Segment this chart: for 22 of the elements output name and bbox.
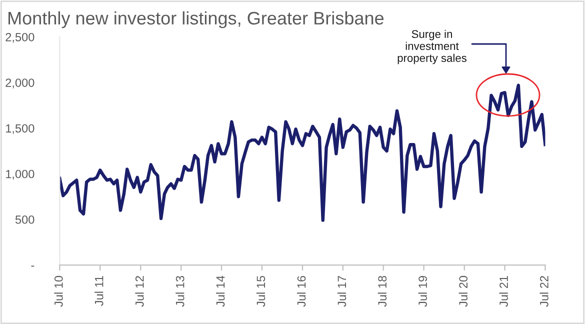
x-tick-label: Jul 14: [216, 276, 225, 307]
y-tick-label: 2,500: [6, 32, 34, 43]
line-series: [60, 84, 546, 222]
x-tick-label: Jul 15: [256, 276, 266, 307]
x-tick-label: Jul 17: [337, 276, 346, 307]
x-tick-label: Jul 18: [378, 276, 387, 307]
y-tick-label: 2,000: [6, 78, 34, 88]
x-tick-label: Jul 21: [499, 276, 508, 307]
x-tick-label: Jul 16: [297, 276, 306, 307]
y-tick-label: -: [31, 266, 34, 267]
x-tick-label: Jul 10: [54, 276, 63, 307]
x-tick-label: Jul 12: [135, 276, 144, 307]
y-tick-label: 500: [15, 215, 34, 224]
annotation: Surge in investment property sales: [398, 30, 466, 64]
x-tick-label: Jul 20: [458, 276, 468, 307]
x-tick-label: Jul 11: [94, 276, 104, 306]
x-tick-label: Jul 19: [418, 276, 427, 307]
x-tick-label: Jul 22: [540, 276, 548, 307]
chart-title: Monthly new investor listings, Greater Brisbane: [8, 11, 384, 28]
y-tick-label: 1,500: [6, 124, 34, 134]
x-tick-label: Jul 13: [176, 276, 184, 307]
y-tick-label: 1,000: [6, 170, 34, 180]
